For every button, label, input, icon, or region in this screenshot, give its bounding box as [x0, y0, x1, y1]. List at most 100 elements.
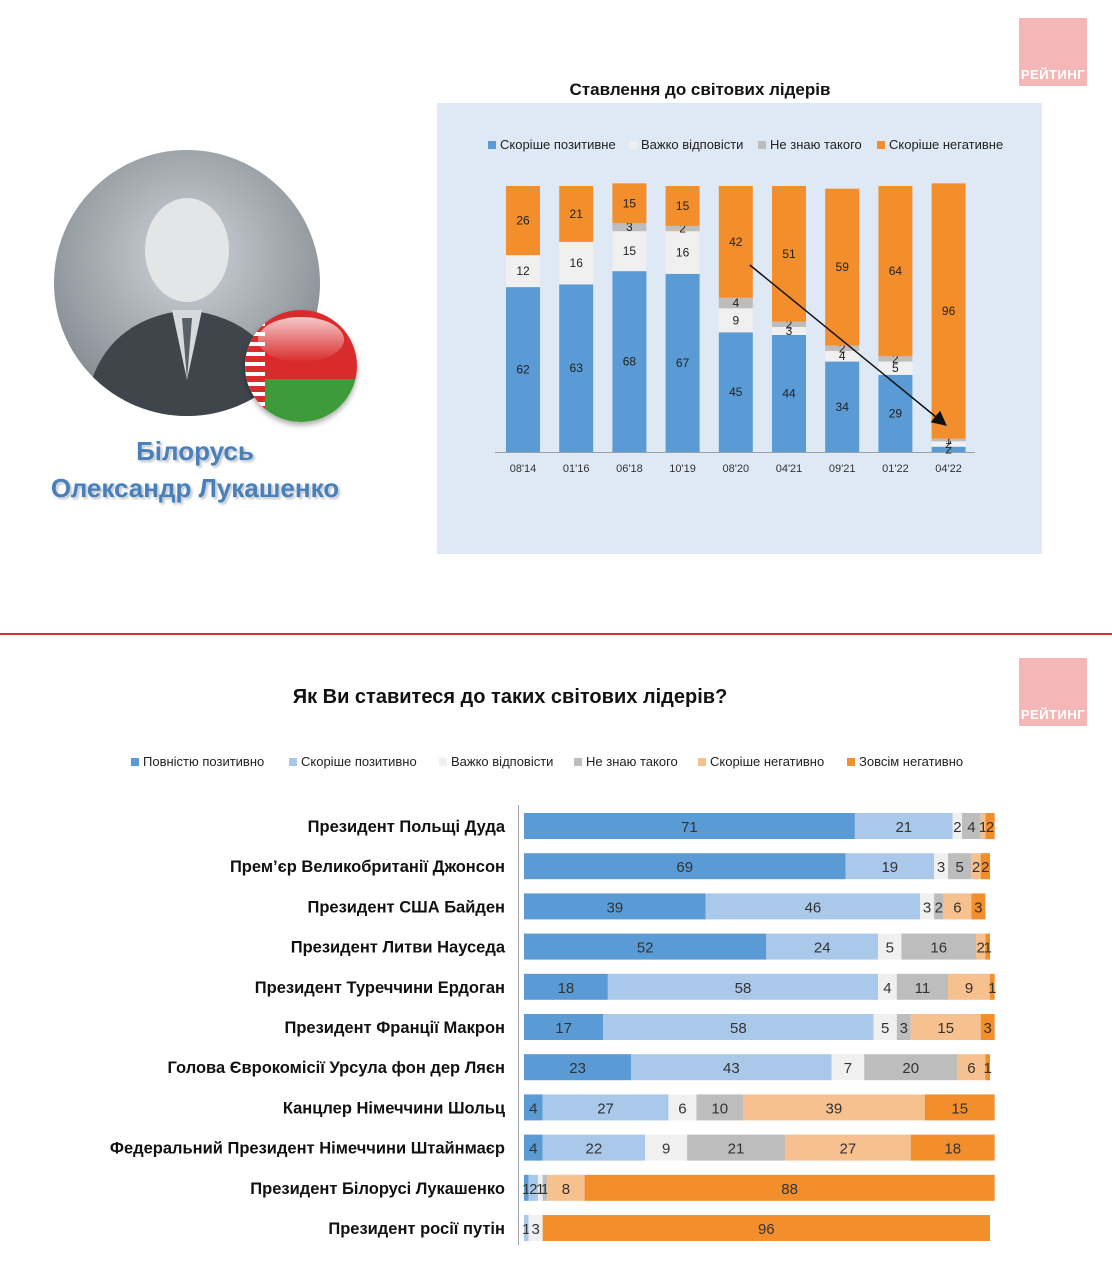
legend-label: Зовсім негативно [859, 754, 964, 769]
bar-label-4-3: 42 [729, 235, 743, 249]
bar-segment-5-0 [772, 334, 806, 452]
legend-swatch [488, 140, 496, 149]
bar-segment-0-1 [854, 813, 953, 839]
bar-label-9-0: 1 [522, 1181, 530, 1198]
bar-label-7-5: 15 [951, 1100, 968, 1117]
bar-label-0-5: 2 [986, 819, 994, 836]
bar-segment-8-3 [687, 1134, 785, 1161]
x-tick-label: 04'21 [776, 463, 803, 475]
bar-segment-6-5 [985, 1054, 990, 1081]
bar-label-3-0: 67 [676, 356, 690, 370]
legend-item-5: Зовсім негативно [847, 754, 963, 769]
bar-segment-1-5 [980, 853, 990, 880]
bar-segment-4-1 [607, 973, 879, 1000]
bar-segment-9-5 [584, 1174, 995, 1201]
bar-label-1-5: 2 [981, 859, 989, 876]
bar-label-8-2: 9 [662, 1141, 670, 1158]
bar-segment-9-3 [542, 1174, 548, 1201]
bar-segment-4-0 [718, 332, 753, 452]
bar-segment-10-5 [542, 1215, 990, 1241]
caption-country: Білорусь [136, 436, 254, 466]
legend-item-1: Важко відповісти [629, 137, 743, 152]
bar-segment-5-4 [910, 1014, 981, 1040]
bar-label-0-3: 26 [516, 214, 530, 228]
bar-segment-6-0 [825, 361, 860, 452]
bar-segment-2-5 [971, 893, 986, 920]
bar-segment-7-1 [542, 1094, 669, 1121]
bar-segment-4-3 [718, 186, 753, 298]
bar-label-5-4: 15 [937, 1020, 954, 1037]
legend-label: Скоріше позитивно [301, 754, 417, 769]
bar-label-7-4: 39 [826, 1100, 843, 1117]
bar-segment-6-3 [864, 1054, 958, 1081]
bar-label-3-1: 16 [676, 246, 690, 260]
bar-label-3-5: 1 [983, 940, 991, 957]
bar-label-2-0: 68 [623, 355, 637, 369]
bar-segment-4-2 [878, 973, 897, 1000]
bar-segment-1-4 [971, 853, 981, 880]
bar-segment-1-3 [948, 853, 972, 880]
bar-label-8-4: 27 [840, 1141, 857, 1158]
bar-label-5-2: 5 [881, 1020, 889, 1037]
bar-label-3-4: 2 [977, 940, 985, 957]
bar-label-1-3: 5 [956, 859, 964, 876]
bar-label-6-2: 2 [839, 341, 846, 355]
legend-item-2: Важко відповісти [439, 754, 553, 769]
bar-segment-7-3 [878, 186, 913, 357]
bar-segment-4-2 [718, 297, 753, 309]
bar-segment-0-2 [952, 813, 963, 839]
bar-segment-1-0 [524, 853, 846, 880]
section-divider [0, 633, 1112, 635]
bar-segment-6-3 [825, 188, 860, 346]
bar-segment-8-0 [931, 446, 966, 452]
bar-segment-2-2 [920, 893, 935, 920]
legend-swatch [698, 757, 706, 766]
bar-label-4-2: 4 [883, 980, 891, 997]
logo-text: РЕЙТИНГ [1020, 67, 1086, 82]
bar-label-6-5: 1 [983, 1060, 991, 1077]
bar-segment-5-2 [873, 1014, 897, 1040]
bar-segment-8-4 [784, 1134, 911, 1161]
bar-segment-0-5 [985, 813, 995, 839]
legend-swatch [439, 757, 447, 766]
legend-item-3: Скоріше негативне [877, 137, 1003, 152]
bar-label-9-2: 1 [536, 1181, 544, 1198]
legend-item-0: Скоріше позитивне [488, 137, 616, 152]
reiting-logo-top: РЕЙТИНГ [1019, 18, 1087, 86]
bar-segment-1-2 [934, 853, 949, 880]
bar-segment-6-4 [957, 1054, 986, 1081]
top-chart-title: Ставлення до світових лідерів [569, 80, 831, 99]
bar-label-8-3: 21 [728, 1141, 745, 1158]
bar-segment-2-3 [612, 183, 647, 224]
x-tick-label: 10'19 [669, 463, 696, 475]
bar-label-4-1: 58 [735, 980, 752, 997]
bar-segment-7-5 [924, 1094, 995, 1121]
bar-label-9-3: 1 [541, 1181, 549, 1198]
bar-label-7-0: 4 [529, 1100, 537, 1117]
bar-segment-6-0 [524, 1054, 632, 1081]
legend-label: Скоріше негативне [889, 137, 1004, 152]
legend-label: Скоріше негативно [710, 754, 825, 769]
legend-item-4: Скоріше негативно [698, 754, 824, 769]
bar-label-1-1: 19 [881, 859, 898, 876]
x-tick-label: 04'22 [935, 463, 962, 475]
bar-segment-3-1 [665, 231, 700, 274]
bar-segment-7-0 [524, 1094, 543, 1121]
bar-segment-1-0 [559, 284, 594, 452]
bar-label-4-0: 18 [558, 980, 575, 997]
bar-segment-7-4 [743, 1094, 925, 1121]
bar-segment-1-1 [559, 241, 594, 285]
top-chart: 62122608'1463162101'16681531506'18671621… [495, 183, 975, 475]
bar-label-8-1: 22 [586, 1141, 603, 1158]
bar-label-2-2: 3 [626, 220, 633, 234]
bar-label-8-0: 4 [529, 1141, 537, 1158]
bar-label-0-0: 71 [681, 819, 698, 836]
bar-segment-10-2 [528, 1215, 543, 1241]
caption-leader-name: Олександр Лукашенко [50, 473, 340, 503]
bar-segment-4-1 [718, 308, 753, 333]
bar-segment-5-2 [772, 321, 806, 327]
bar-label-0-2: 2 [953, 819, 961, 836]
bar-segment-0-3 [962, 813, 981, 839]
bar-label-6-1: 4 [839, 349, 846, 363]
bar-segment-9-2 [537, 1174, 543, 1201]
